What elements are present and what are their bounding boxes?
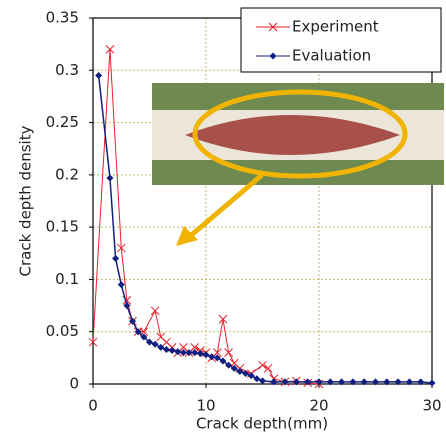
- y-tick-label: 0: [69, 375, 79, 393]
- y-tick-label: 0.15: [46, 218, 79, 236]
- marker-diamond: [106, 174, 113, 181]
- x-axis-label: Crack depth(mm): [196, 415, 328, 433]
- marker-diamond: [95, 72, 102, 79]
- arrow-head: [176, 226, 198, 246]
- marker-diamond: [169, 347, 176, 354]
- y-tick-label: 0.1: [55, 270, 79, 288]
- y-tick-label: 0.25: [46, 113, 79, 131]
- page: {"chart_data": {"type": "line", "x_label…: [0, 0, 446, 440]
- y-tick-label: 0.3: [55, 61, 79, 79]
- marker-diamond: [118, 281, 125, 288]
- y-axis-label: Crack depth density: [17, 125, 35, 276]
- y-tick-label: 0.35: [46, 9, 79, 27]
- marker-diamond: [208, 353, 215, 360]
- x-tick-label: 10: [196, 397, 215, 415]
- y-tick-label: 0.2: [55, 165, 79, 183]
- plot-frame: [93, 18, 432, 384]
- chart: Crack depth density Crack depth(mm) 0 0.0…: [0, 0, 446, 440]
- marker-diamond: [203, 351, 210, 358]
- y-tick-label: 0.05: [46, 322, 79, 340]
- legend: Experiment Evaluation: [241, 8, 441, 72]
- marker-diamond: [163, 346, 170, 353]
- x-tick-label: 20: [309, 397, 328, 415]
- legend-label: Experiment: [292, 18, 379, 36]
- marker-x: [151, 307, 159, 315]
- marker-diamond: [152, 341, 159, 348]
- marker-diamond: [259, 377, 266, 384]
- x-tick-label: 0: [88, 397, 98, 415]
- legend-label: Evaluation: [292, 47, 371, 65]
- x-tick-label: 30: [422, 397, 441, 415]
- marker-diamond: [248, 372, 255, 379]
- photo-inset: [152, 83, 444, 246]
- marker-diamond: [174, 348, 181, 355]
- marker-diamond: [112, 255, 119, 262]
- marker-diamond: [429, 379, 436, 386]
